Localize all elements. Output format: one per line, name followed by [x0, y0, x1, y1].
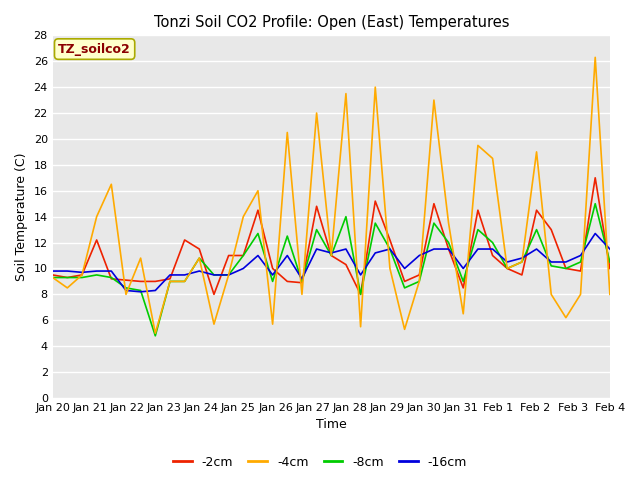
Title: Tonzi Soil CO2 Profile: Open (East) Temperatures: Tonzi Soil CO2 Profile: Open (East) Temp… — [154, 15, 509, 30]
Text: TZ_soilco2: TZ_soilco2 — [58, 43, 131, 56]
X-axis label: Time: Time — [316, 419, 347, 432]
Y-axis label: Soil Temperature (C): Soil Temperature (C) — [15, 153, 28, 281]
Legend: -2cm, -4cm, -8cm, -16cm: -2cm, -4cm, -8cm, -16cm — [168, 451, 472, 474]
